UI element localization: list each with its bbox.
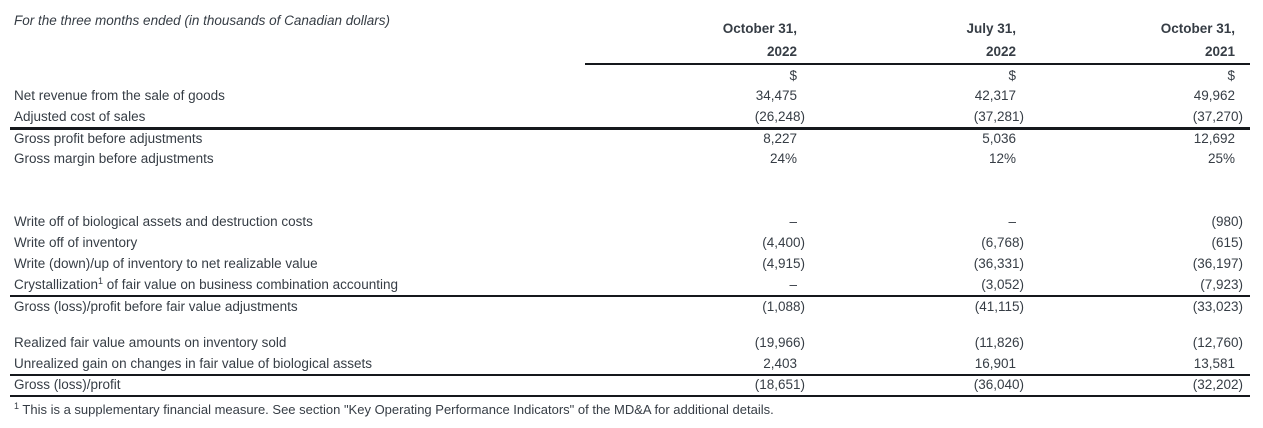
table-row: Gross margin before adjustments 24% 12% … — [10, 149, 1250, 170]
value-cell-2: 42,317 — [974, 88, 1016, 104]
spacer-cell — [10, 170, 1250, 212]
value-cell-2: (37,281) — [805, 107, 1024, 130]
value-cell-1: 8,227 — [763, 131, 797, 147]
header-year-spacer — [10, 36, 585, 64]
value-cell-3: (7,923) — [1024, 275, 1250, 297]
currency-symbol-1: $ — [789, 68, 797, 84]
value-cell-3: (615) — [1211, 235, 1243, 251]
table-row: Net revenue from the sale of goods 34,47… — [10, 86, 1250, 107]
table-body: Net revenue from the sale of goods 34,47… — [10, 86, 1250, 397]
value-cell-2: (3,052) — [805, 275, 1024, 297]
table-row: Crystallization1 of fair value on busine… — [10, 275, 1250, 297]
value-cell-1: (1,088) — [762, 298, 805, 314]
table-row: Gross (loss)/profit before fair value ad… — [10, 296, 1250, 317]
value-cell-3: (980) — [1211, 214, 1243, 230]
value-cell-3: (37,270) — [1024, 107, 1250, 130]
value-cell-3: (12,760) — [1192, 335, 1243, 351]
table-row: Write off of biological assets and destr… — [10, 212, 1250, 233]
value-cell-3: 13,581 — [1024, 354, 1250, 376]
unit-row-spacer — [10, 64, 585, 86]
value-cell-3: (36,197) — [1192, 256, 1243, 272]
table-row: Write (down)/up of inventory to net real… — [10, 254, 1250, 275]
header-year-row: 2022 2022 2021 — [10, 36, 1250, 65]
value-cell-1: 24% — [769, 151, 797, 167]
row-label: Write (down)/up of inventory to net real… — [14, 256, 318, 272]
value-cell-1: (19,966) — [754, 335, 805, 351]
currency-symbol-3: $ — [1227, 68, 1235, 84]
row-label: Crystallization1 of fair value on busine… — [10, 275, 585, 297]
value-cell-1: (18,651) — [585, 375, 805, 397]
footnote: 1 This is a supplementary financial meas… — [14, 402, 1263, 418]
header-date-row: For the three months ended (in thousands… — [10, 6, 1250, 36]
value-cell-2: (41,115) — [974, 298, 1024, 314]
value-cell-3: 12,692 — [1193, 131, 1235, 147]
col-header-year-2: 2022 — [805, 36, 1024, 65]
row-label: Gross profit before adjustments — [14, 131, 203, 147]
value-cell-1: – — [585, 275, 805, 297]
spacer-cell — [10, 317, 1250, 333]
row-label: Gross (loss)/profit — [10, 375, 585, 397]
value-cell-2: 12% — [988, 151, 1016, 167]
table-row: Realized fair value amounts on inventory… — [10, 333, 1250, 354]
label-superscript: 1 — [98, 275, 104, 286]
currency-symbol-2: $ — [1008, 68, 1016, 84]
value-cell-2: (36,040) — [805, 375, 1024, 397]
table-header: For the three months ended (in thousands… — [10, 6, 1250, 86]
value-cell-2: (6,768) — [981, 235, 1024, 251]
value-cell-3: 25% — [1207, 151, 1235, 167]
value-cell-1: – — [789, 214, 797, 230]
col-header-year-1: 2022 — [585, 36, 805, 65]
value-cell-2: (11,826) — [974, 335, 1024, 351]
table-row: Write off of inventory (4,400) (6,768) (… — [10, 233, 1250, 254]
table-row: Adjusted cost of sales (26,248) (37,281)… — [10, 107, 1250, 130]
table-row: Gross (loss)/profit (18,651) (36,040) (3… — [10, 375, 1250, 397]
col-header-date-1: October 31, — [722, 20, 797, 36]
row-label: Write off of inventory — [14, 235, 138, 251]
table-row: Gross profit before adjustments 8,227 5,… — [10, 128, 1250, 149]
value-cell-2: 5,036 — [982, 131, 1016, 147]
row-label: Write off of biological assets and destr… — [14, 214, 313, 230]
value-cell-3: (32,202) — [1024, 375, 1250, 397]
footnote-superscript: 1 — [14, 401, 20, 411]
row-label: Gross margin before adjustments — [14, 151, 214, 167]
value-cell-1: 34,475 — [755, 88, 797, 104]
footnote-text: This is a supplementary financial measur… — [19, 402, 774, 417]
row-label: Gross (loss)/profit before fair value ad… — [14, 298, 298, 314]
row-label: Unrealized gain on changes in fair value… — [10, 354, 585, 376]
financial-table: For the three months ended (in thousands… — [10, 6, 1250, 397]
value-cell-3: (33,023) — [1192, 298, 1243, 314]
value-cell-2: 16,901 — [805, 354, 1024, 376]
row-label: Realized fair value amounts on inventory… — [14, 335, 287, 351]
value-cell-3: 49,962 — [1193, 88, 1235, 104]
unit-row: $ $ $ — [10, 64, 1250, 86]
spacer-row — [10, 170, 1250, 212]
value-cell-1: 2,403 — [585, 354, 805, 376]
value-cell-1: (4,915) — [762, 256, 805, 272]
row-label: Adjusted cost of sales — [10, 107, 585, 130]
col-header-date-3: October 31, — [1160, 20, 1235, 36]
spacer-row — [10, 317, 1250, 333]
table-caption: For the three months ended (in thousands… — [14, 13, 390, 28]
value-cell-1: (26,248) — [585, 107, 805, 130]
value-cell-2: (36,331) — [973, 256, 1024, 272]
col-header-date-2: July 31, — [966, 20, 1016, 36]
value-cell-1: (4,400) — [762, 235, 805, 251]
col-header-year-3: 2021 — [1024, 36, 1250, 65]
value-cell-2: – — [1008, 214, 1016, 230]
table-row: Unrealized gain on changes in fair value… — [10, 354, 1250, 376]
row-label: Net revenue from the sale of goods — [14, 88, 225, 104]
